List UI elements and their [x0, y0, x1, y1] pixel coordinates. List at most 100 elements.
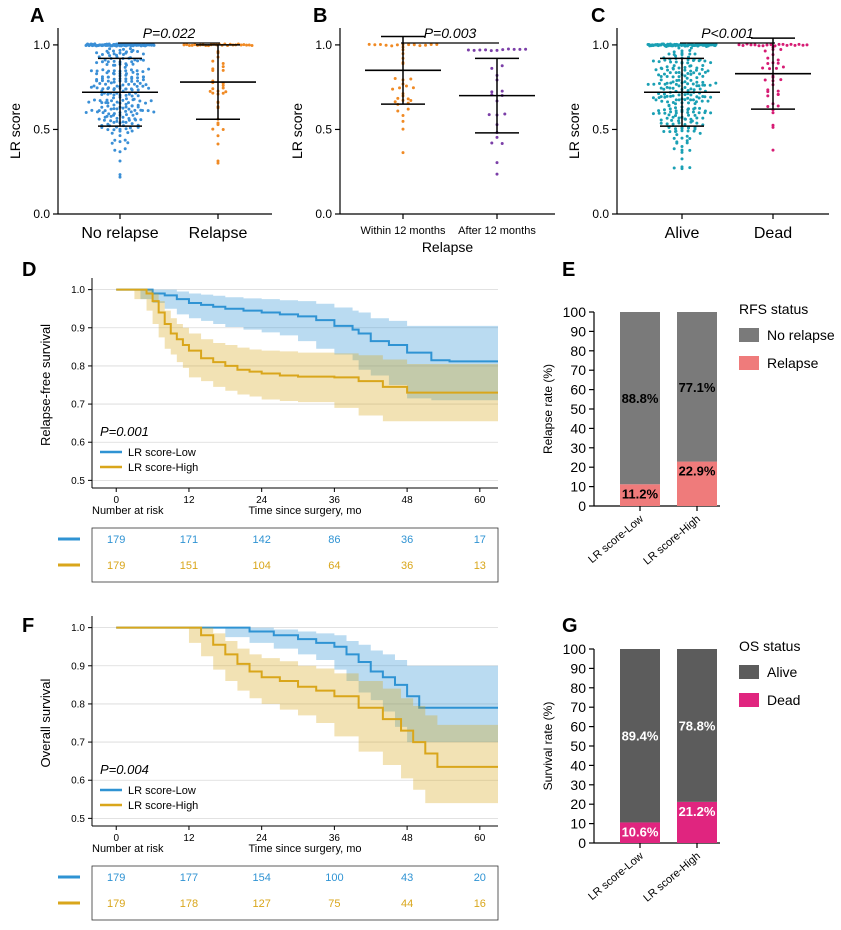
- data-point: [133, 117, 137, 121]
- data-point: [112, 103, 116, 107]
- data-point: [112, 63, 115, 67]
- data-point: [766, 94, 770, 98]
- panel-G: G 0 10 20 30 40 50 60 70 80 90 100 Survival rate (%)…: [541, 615, 800, 904]
- x-tick-label: Alive: [665, 225, 700, 242]
- data-point: [769, 43, 773, 47]
- y-tick-label: 30: [570, 777, 586, 793]
- data-point: [245, 43, 249, 47]
- data-point: [665, 94, 669, 98]
- data-point: [667, 52, 671, 56]
- data-point: [662, 92, 666, 96]
- risk-value: 171: [180, 534, 198, 546]
- bar-value-label: 22.9%: [679, 464, 716, 479]
- x-tick-label: 12: [183, 833, 195, 844]
- y-tick-label: 0.9: [71, 661, 85, 672]
- data-point: [687, 101, 690, 105]
- data-point: [683, 122, 687, 126]
- data-point: [674, 109, 678, 113]
- data-point: [671, 80, 675, 84]
- data-point: [104, 101, 108, 105]
- data-point: [130, 122, 134, 126]
- data-point: [691, 82, 695, 86]
- data-point: [208, 89, 212, 93]
- data-point: [687, 107, 690, 111]
- data-point: [131, 62, 135, 66]
- data-point: [121, 106, 125, 110]
- data-point: [124, 77, 128, 81]
- data-point: [677, 70, 681, 74]
- data-point: [768, 67, 772, 71]
- x-tick-label: LR score-High: [641, 850, 703, 904]
- risk-value: 177: [180, 872, 198, 884]
- data-point: [665, 85, 669, 89]
- data-point: [118, 140, 122, 144]
- data-point: [672, 136, 676, 140]
- y-tick-label: 0.0: [33, 207, 50, 221]
- data-point: [518, 47, 522, 51]
- data-point: [216, 161, 220, 165]
- data-point: [683, 93, 687, 97]
- data-point: [478, 48, 482, 52]
- data-point: [665, 116, 669, 120]
- y-tick-label: 0.5: [33, 122, 50, 136]
- data-point: [708, 83, 712, 87]
- data-point: [763, 49, 767, 53]
- data-point: [672, 64, 676, 68]
- data-point: [680, 157, 684, 161]
- legend-label: LR score-High: [128, 800, 198, 812]
- data-point: [776, 104, 780, 108]
- data-point: [709, 95, 713, 99]
- y-tick-label: 1.0: [592, 38, 609, 52]
- data-point: [669, 110, 673, 114]
- data-point: [779, 47, 783, 51]
- bar-value-label: 78.8%: [679, 718, 716, 733]
- bar-segment-dead: [677, 801, 717, 843]
- risk-value: 44: [401, 898, 413, 910]
- data-point: [118, 127, 122, 131]
- legend-label: LR score-Low: [128, 785, 196, 797]
- data-point: [125, 72, 128, 76]
- data-point: [687, 126, 690, 130]
- panel-F: F 0.5 0.6 0.7 0.8 0.9 1.0 0 12 24 36 48 60 Time since…: [22, 615, 499, 921]
- data-point: [113, 148, 117, 152]
- data-point: [797, 42, 801, 46]
- data-point: [125, 97, 128, 101]
- data-point: [651, 59, 655, 63]
- data-point: [401, 127, 405, 131]
- y-axis-label: Survival rate (%): [541, 702, 555, 791]
- data-point: [216, 159, 220, 163]
- data-point: [409, 77, 413, 81]
- data-point: [130, 129, 134, 133]
- y-axis-label: Relapse-free survival: [38, 324, 53, 446]
- data-point: [221, 61, 225, 65]
- panel-E: E 0 10 20 30 40 50 60 70 80 90 100 Relapse rate (%) 1…: [541, 259, 835, 567]
- y-axis-label: Overall survival: [38, 678, 53, 767]
- data-point: [367, 42, 371, 46]
- data-point: [125, 113, 128, 117]
- data-point: [659, 95, 663, 99]
- data-point: [701, 74, 705, 78]
- data-point: [487, 113, 491, 117]
- data-point: [121, 83, 125, 87]
- data-point: [391, 87, 395, 91]
- data-point: [757, 44, 761, 48]
- data-point: [87, 100, 91, 104]
- data-point: [693, 113, 697, 117]
- data-point: [701, 95, 705, 99]
- data-point: [785, 43, 789, 47]
- data-point: [406, 107, 410, 111]
- y-tick-label: 1.0: [71, 285, 85, 296]
- data-point: [95, 77, 99, 81]
- data-point: [674, 71, 678, 75]
- data-point: [503, 112, 507, 116]
- data-point: [776, 58, 780, 62]
- data-point: [667, 113, 671, 117]
- x-tick-label: 24: [256, 495, 268, 506]
- legend-label: LR score-High: [128, 462, 198, 474]
- data-point: [698, 72, 702, 76]
- bar-value-label: 77.1%: [679, 380, 716, 395]
- data-point: [141, 84, 145, 88]
- data-point: [127, 101, 131, 105]
- data-point: [131, 98, 135, 102]
